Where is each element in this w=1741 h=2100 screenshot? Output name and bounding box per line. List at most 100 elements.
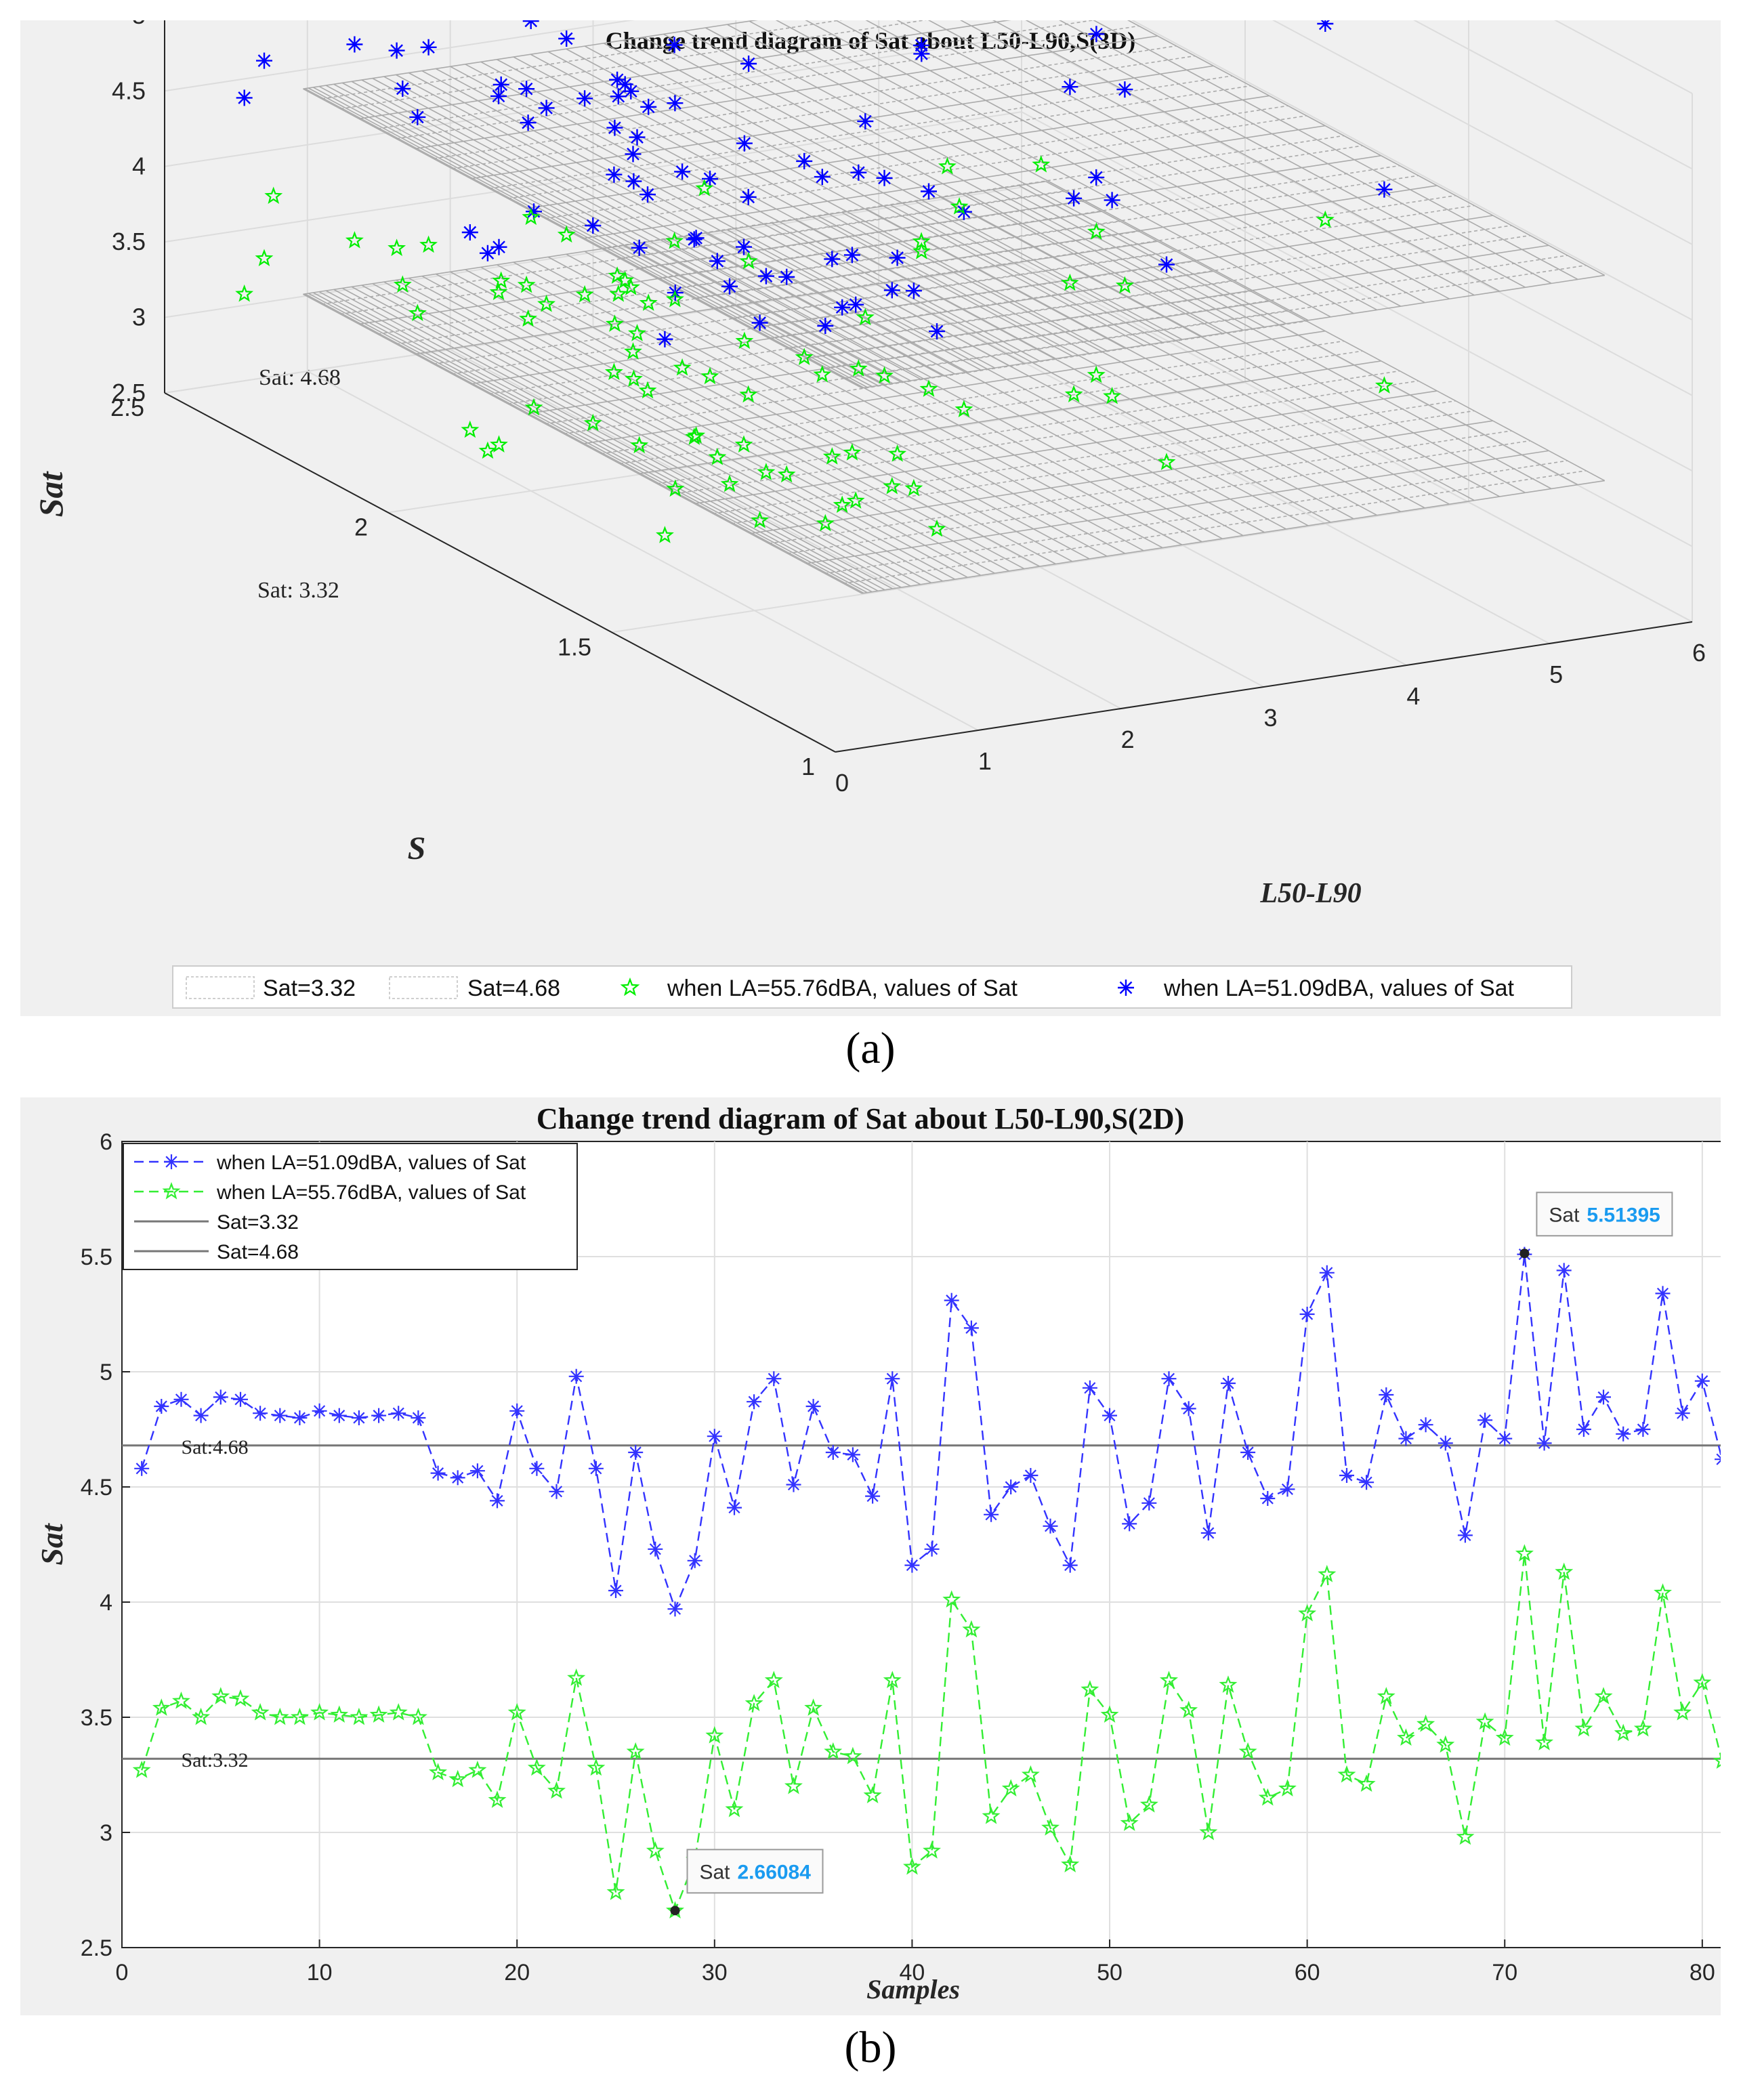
mesh-line <box>489 75 1232 190</box>
data-point <box>558 30 575 47</box>
mesh-line <box>304 88 864 389</box>
data-point <box>236 89 253 106</box>
data-point <box>479 245 496 261</box>
data-point <box>751 314 768 331</box>
data-point <box>538 100 555 117</box>
data-point <box>1032 155 1051 173</box>
data-point <box>640 98 657 115</box>
chart-3d-zlabel: Sat <box>32 471 70 518</box>
mesh-line <box>862 480 1605 594</box>
data-point <box>656 526 674 543</box>
data-point <box>1100 1705 1119 1723</box>
data-point <box>490 1493 505 1509</box>
mesh-line <box>601 340 1344 455</box>
grid-line-back-z <box>164 20 635 92</box>
data-point <box>905 282 922 299</box>
mesh-line <box>421 70 982 371</box>
data-point <box>587 1758 606 1776</box>
data-point <box>639 186 656 203</box>
mesh-line <box>566 48 1126 349</box>
tick-label-x: 0 <box>835 769 849 797</box>
mesh-line <box>421 275 982 576</box>
mesh-line <box>304 293 864 594</box>
data-point <box>665 231 684 249</box>
data-point <box>235 284 254 302</box>
data-point <box>883 476 902 495</box>
mesh-line <box>1025 20 1526 288</box>
data-point <box>942 1590 961 1608</box>
mesh-line <box>603 43 1163 343</box>
data-point <box>1596 1389 1611 1405</box>
data-point <box>904 1557 920 1573</box>
data-point <box>1116 81 1133 98</box>
tick-label-x: 2 <box>1121 726 1135 753</box>
data-point <box>1087 222 1106 240</box>
mesh-line <box>927 20 1450 299</box>
mesh-line <box>584 251 1144 551</box>
datatip-anchor <box>670 1906 680 1916</box>
mesh-line <box>694 185 1438 299</box>
data-point <box>1555 1562 1574 1580</box>
data-point <box>608 1583 623 1598</box>
grid-line-side-z <box>1413 20 1693 170</box>
mesh-line <box>351 81 911 381</box>
mesh-line <box>966 192 1526 494</box>
data-point <box>725 1799 744 1818</box>
data-point <box>625 369 643 387</box>
data-point <box>490 87 507 104</box>
mesh-line <box>452 260 1195 375</box>
mesh-line <box>321 190 1065 305</box>
mesh-line <box>564 115 1307 230</box>
tick-label-y: 1.5 <box>558 633 591 660</box>
data-point <box>345 231 364 249</box>
mesh-line <box>1127 20 1606 276</box>
data-point <box>845 1447 860 1463</box>
data-point <box>489 282 508 301</box>
mesh-line <box>843 264 1587 379</box>
mesh-line <box>318 291 879 592</box>
data-point <box>913 45 930 62</box>
data-point <box>673 358 692 376</box>
tick-label-y: 5 <box>100 1360 112 1385</box>
data-point <box>674 163 691 180</box>
data-point <box>213 1389 228 1405</box>
mesh-line <box>435 273 995 574</box>
data-point <box>1693 1673 1712 1691</box>
data-point <box>927 519 946 537</box>
data-point <box>1438 1435 1453 1451</box>
mesh-line <box>896 20 1425 303</box>
legend-marker <box>162 1181 181 1200</box>
data-point <box>588 1461 604 1476</box>
legend-marker-blue <box>1118 980 1134 996</box>
data-point <box>843 1746 862 1765</box>
data-point <box>1536 1435 1552 1451</box>
mesh-line <box>303 293 862 594</box>
data-point <box>461 224 478 240</box>
data-point <box>638 381 657 399</box>
mesh-line <box>727 24 1286 324</box>
mesh-line <box>513 261 1073 562</box>
panel-3d-chart: Change trend diagram of Sat about L50-L9… <box>20 20 1721 1016</box>
data-point <box>813 365 832 383</box>
data-point <box>625 173 642 190</box>
grid-line-side-z <box>1131 20 1693 321</box>
legend-item-ref-4-68: Sat=4.68 <box>134 1241 299 1263</box>
mesh-line <box>749 20 1309 321</box>
data-point <box>904 478 923 497</box>
data-point <box>912 232 931 250</box>
legend-label-blue: when LA=51.09dBA, values of Sat <box>1163 975 1515 1001</box>
data-point <box>1376 181 1393 198</box>
mesh-line <box>694 390 1438 505</box>
data-point <box>938 156 957 175</box>
data-point <box>1576 1422 1591 1437</box>
mesh-line <box>383 281 944 582</box>
data-point <box>631 239 648 256</box>
data-point <box>624 342 642 360</box>
tick-label-z: 3 <box>132 303 146 331</box>
data-point <box>585 217 602 234</box>
data-point <box>962 1620 981 1638</box>
data-point <box>1436 1735 1455 1753</box>
mesh-line <box>992 20 1501 292</box>
data-point <box>1614 1723 1633 1742</box>
data-point <box>1713 1755 1721 1769</box>
